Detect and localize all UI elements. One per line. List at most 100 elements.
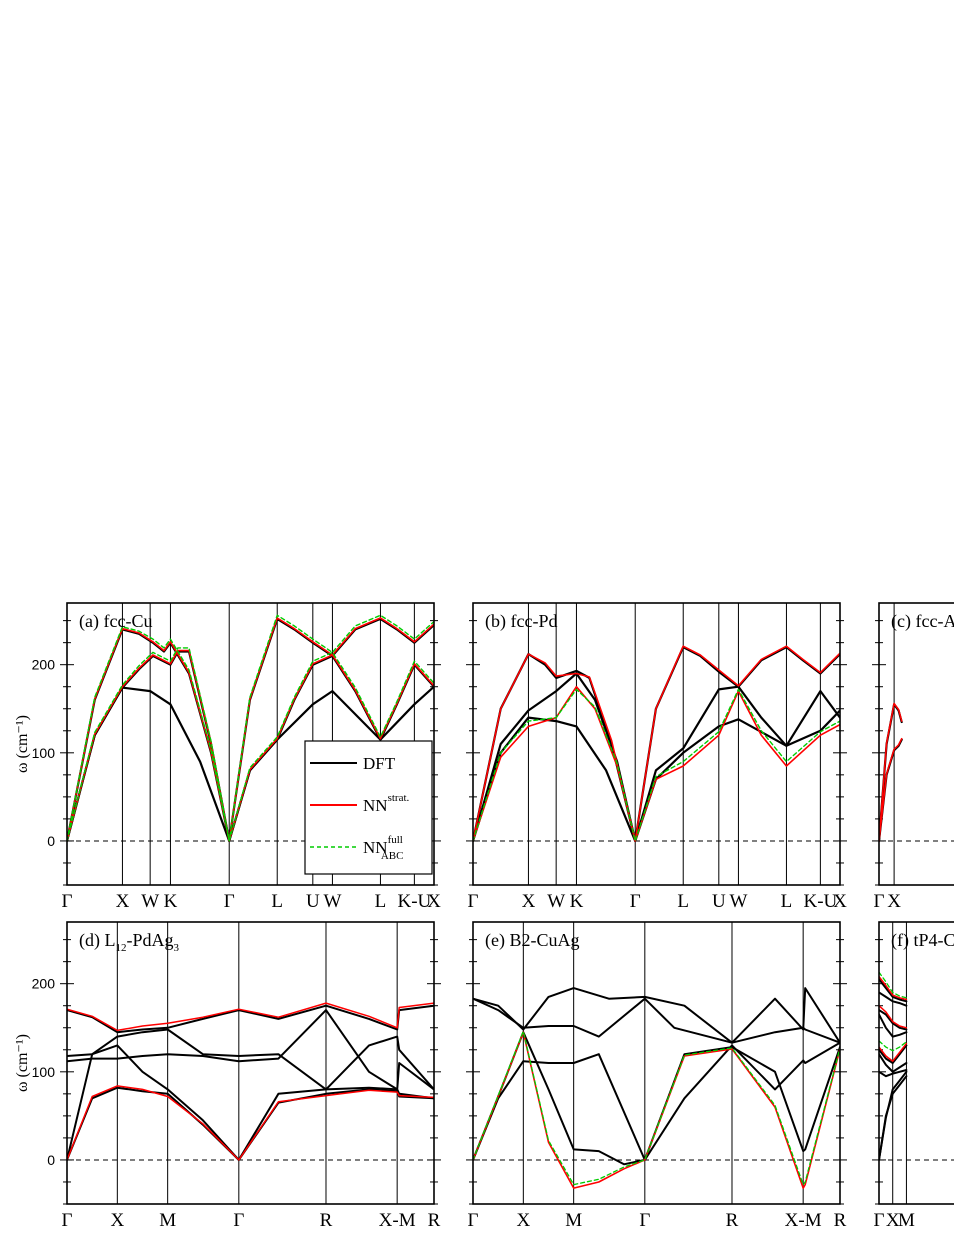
x-tick-label: M bbox=[159, 1210, 176, 1231]
panel-title: (a) fcc-Cu bbox=[79, 611, 152, 632]
x-tick-label: W bbox=[547, 891, 565, 912]
band-line bbox=[473, 987, 840, 1044]
series-3 bbox=[879, 971, 908, 1052]
x-tick-label: X bbox=[516, 1210, 530, 1231]
x-tick-label: W bbox=[141, 891, 159, 912]
plot-frame bbox=[878, 602, 954, 886]
band-line bbox=[879, 1044, 908, 1064]
x-tick-label: L bbox=[781, 891, 793, 912]
x-tick-label: Γ bbox=[874, 891, 885, 912]
legend-entry: NNfull ABC bbox=[363, 834, 403, 862]
band-line bbox=[879, 1042, 908, 1062]
x-tick-label: X bbox=[887, 891, 901, 912]
x-tick-label: X bbox=[886, 1210, 900, 1231]
band-line bbox=[879, 991, 908, 1007]
panel-title: (d) L12-PdAg3 bbox=[79, 930, 180, 954]
y-axis-label: ω (cm⁻¹) bbox=[14, 715, 31, 773]
band-line bbox=[879, 1070, 908, 1161]
y-tick-label: 0 bbox=[47, 833, 55, 849]
band-line bbox=[879, 737, 903, 842]
panel-title: (c) fcc-A bbox=[891, 611, 954, 632]
x-tick-label: R bbox=[726, 1210, 739, 1231]
x-tick-label: R bbox=[428, 1210, 441, 1231]
x-tick-label: X bbox=[522, 891, 536, 912]
x-tick-label: U bbox=[306, 891, 320, 912]
x-tick-label: W bbox=[323, 891, 341, 912]
x-tick-label: X bbox=[427, 891, 441, 912]
series-3 bbox=[473, 1030, 840, 1186]
band-line bbox=[879, 971, 908, 999]
plot-frame bbox=[66, 602, 435, 886]
panel-4: Γ X M Γ R X-M R 0 100 200 (d) L12-PdAg3 ω (cm⁻¹) bbox=[14, 921, 441, 1231]
panel-title: (b) fcc-Pd bbox=[485, 611, 557, 632]
legend-entry: NNstrat. bbox=[363, 792, 410, 815]
x-tick-label: Γ bbox=[630, 891, 641, 912]
x-tick-label: K-U bbox=[397, 891, 431, 912]
panel-title: (f) tP4-C bbox=[891, 930, 954, 951]
band-line bbox=[473, 997, 840, 1044]
panel-2: Γ X W K Γ L U W L K-UX(b) fcc-Pd bbox=[466, 602, 847, 912]
y-tick-label: 100 bbox=[32, 745, 56, 761]
x-tick-label: L bbox=[677, 891, 689, 912]
x-tick-label: Γ bbox=[62, 891, 73, 912]
panel-6: Γ XM (f) tP4-C bbox=[872, 921, 954, 1231]
band-line bbox=[473, 1030, 840, 1186]
x-tick-label: L bbox=[271, 891, 283, 912]
band-line bbox=[879, 1013, 908, 1038]
band-line bbox=[879, 1040, 908, 1052]
series-2 bbox=[879, 702, 903, 842]
x-tick-label: K bbox=[164, 891, 178, 912]
panel-3: Γ X (c) fcc-A bbox=[872, 602, 954, 912]
band-line bbox=[67, 1004, 434, 1034]
x-tick-label: M bbox=[565, 1210, 582, 1231]
band-line bbox=[67, 1085, 434, 1161]
x-tick-label: K bbox=[570, 891, 584, 912]
series-1 bbox=[879, 978, 908, 1161]
x-tick-label: U bbox=[712, 891, 726, 912]
series-2 bbox=[67, 1002, 434, 1161]
legend: DFT NNstrat. NNfull ABC bbox=[304, 740, 433, 875]
x-tick-label: X-M bbox=[785, 1210, 822, 1231]
plot-frame bbox=[66, 921, 435, 1205]
series-3 bbox=[473, 688, 840, 842]
band-line bbox=[473, 1031, 840, 1166]
band-line bbox=[879, 1069, 908, 1078]
x-tick-label: Γ bbox=[468, 891, 479, 912]
band-line bbox=[67, 1028, 434, 1091]
band-line bbox=[473, 672, 840, 842]
plot-frame bbox=[878, 921, 954, 1205]
panel-title: (e) B2-CuAg bbox=[485, 930, 579, 951]
band-line bbox=[473, 688, 840, 842]
x-tick-label: Γ bbox=[874, 1210, 885, 1231]
band-line bbox=[67, 1002, 434, 1032]
series-2 bbox=[473, 1031, 840, 1189]
plot-frame bbox=[472, 921, 841, 1205]
x-tick-label: Γ bbox=[468, 1210, 479, 1231]
x-tick-label: R bbox=[834, 1210, 847, 1231]
plot-frame bbox=[472, 602, 841, 886]
legend-entry: DFT bbox=[363, 754, 396, 773]
y-axis-label: ω (cm⁻¹) bbox=[14, 1034, 31, 1092]
x-tick-label: M bbox=[898, 1210, 915, 1231]
x-tick-label: Γ bbox=[639, 1210, 650, 1231]
y-tick-label: 200 bbox=[32, 657, 56, 673]
band-line bbox=[879, 702, 903, 842]
x-tick-label: X-M bbox=[379, 1210, 416, 1231]
band-line bbox=[67, 647, 434, 842]
x-tick-label: R bbox=[320, 1210, 333, 1231]
x-tick-label: K-U bbox=[803, 891, 837, 912]
series-1 bbox=[473, 987, 840, 1166]
band-line bbox=[879, 1009, 908, 1031]
band-line bbox=[879, 1004, 908, 1029]
y-tick-label: 200 bbox=[32, 976, 56, 992]
band-line bbox=[473, 645, 840, 842]
series-3 bbox=[67, 614, 434, 842]
band-line bbox=[879, 978, 908, 1003]
band-line bbox=[473, 1031, 840, 1189]
y-tick-label: 0 bbox=[47, 1152, 55, 1168]
band-line bbox=[879, 975, 908, 1001]
series-2 bbox=[879, 975, 908, 1062]
